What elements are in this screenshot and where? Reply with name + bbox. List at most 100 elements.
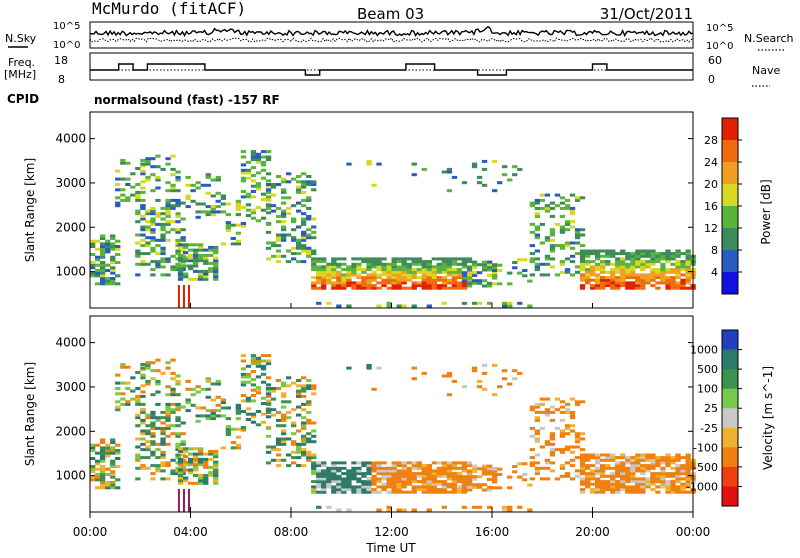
velocity-cell: [311, 387, 317, 390]
power-cell: [326, 278, 332, 282]
power-cell: [507, 304, 513, 308]
power-cell: [559, 244, 566, 248]
power-cell: [436, 278, 442, 282]
power-cell: [549, 257, 556, 261]
velocity-cell: [401, 480, 407, 484]
velocity-cell: [371, 474, 377, 478]
power-cell: [225, 223, 231, 227]
velocity-cell: [655, 480, 661, 484]
power-cell: [645, 281, 651, 285]
velocity-cell: [456, 477, 463, 481]
velocity-cell: [306, 421, 312, 425]
power-cell: [615, 276, 621, 280]
velocity-cell: [534, 437, 540, 441]
power-cell: [291, 246, 297, 250]
velocity-cell: [286, 384, 292, 388]
power-cell: [260, 176, 267, 180]
velocity-cell: [670, 474, 676, 478]
power-cell: [183, 243, 189, 247]
velocity-cell: [549, 410, 556, 414]
velocity-cell: [193, 481, 199, 485]
velocity-cell: [476, 483, 483, 487]
velocity-cell: [165, 442, 171, 446]
velocity-cell: [155, 448, 161, 452]
velocity-cell: [670, 458, 676, 462]
power-cell: [461, 257, 468, 261]
velocity-cell: [446, 474, 453, 478]
velocity-cell: [140, 442, 146, 446]
velocity-cell: [155, 466, 161, 470]
power-cell: [188, 264, 194, 268]
velocity-cell: [90, 465, 96, 468]
velocity-cell: [165, 413, 171, 417]
power-cell: [381, 262, 387, 266]
velocity-cell: [650, 482, 656, 486]
velocity-cell: [281, 416, 287, 420]
power-cell: [579, 260, 586, 264]
velocity-cell: [610, 456, 616, 460]
power-cell: [245, 208, 252, 212]
power-cell: [650, 254, 656, 258]
power-cell: [665, 268, 671, 272]
velocity-cell: [260, 380, 267, 384]
power-cell: [401, 286, 407, 290]
power-cell: [326, 281, 332, 285]
velocity-cell: [203, 479, 209, 483]
velocity-cell: [110, 473, 116, 476]
power-cell: [466, 257, 473, 261]
power-cell: [600, 249, 606, 253]
colorbar-tick-label: 16: [704, 200, 718, 213]
velocity-cell: [396, 469, 402, 473]
velocity-cell: [529, 464, 535, 468]
power-cell: [396, 276, 402, 280]
power-cell: [564, 206, 571, 210]
velocity-cell: [110, 451, 116, 455]
velocity-cell: [569, 450, 576, 454]
power-cell: [311, 183, 317, 186]
power-cell: [125, 198, 131, 202]
velocity-cell: [441, 485, 447, 489]
velocity-cell: [286, 453, 292, 457]
power-cell: [431, 268, 437, 272]
velocity-cell: [165, 408, 171, 412]
power-cell: [620, 262, 626, 266]
power-cell: [665, 278, 671, 282]
velocity-cell: [416, 461, 422, 465]
power-cell: [351, 284, 357, 288]
power-cell: [610, 281, 616, 285]
velocity-cell: [502, 508, 508, 512]
velocity-cell: [534, 461, 540, 465]
power-cell: [193, 248, 199, 252]
power-cell: [265, 198, 272, 202]
power-cell: [140, 233, 146, 237]
velocity-cell: [145, 416, 151, 420]
power-cell: [135, 252, 141, 256]
velocity-cell: [135, 413, 141, 417]
velocity-cell: [431, 480, 437, 484]
velocity-cell: [351, 469, 357, 473]
velocity-cell: [670, 482, 676, 486]
velocity-cell: [665, 472, 671, 476]
velocity-cell: [590, 453, 596, 457]
power-cell: [590, 260, 596, 264]
velocity-cell: [665, 488, 671, 492]
velocity-cell: [311, 485, 317, 489]
velocity-cell: [301, 424, 307, 428]
velocity-cell: [620, 466, 626, 470]
y-tick-label: 1000: [55, 265, 86, 279]
power-cell: [175, 220, 181, 224]
power-cell: [291, 228, 297, 232]
velocity-cell: [265, 399, 272, 403]
power-cell: [481, 263, 488, 267]
power-cell: [346, 281, 352, 285]
velocity-cell: [650, 464, 656, 468]
velocity-cell: [115, 373, 121, 377]
power-cell: [286, 172, 292, 176]
power-cell: [446, 170, 453, 174]
velocity-cell: [529, 456, 535, 460]
power-cell: [451, 268, 458, 272]
power-cell: [574, 230, 581, 234]
power-cell: [630, 276, 636, 280]
power-cell: [213, 272, 219, 276]
velocity-cell: [441, 488, 447, 492]
